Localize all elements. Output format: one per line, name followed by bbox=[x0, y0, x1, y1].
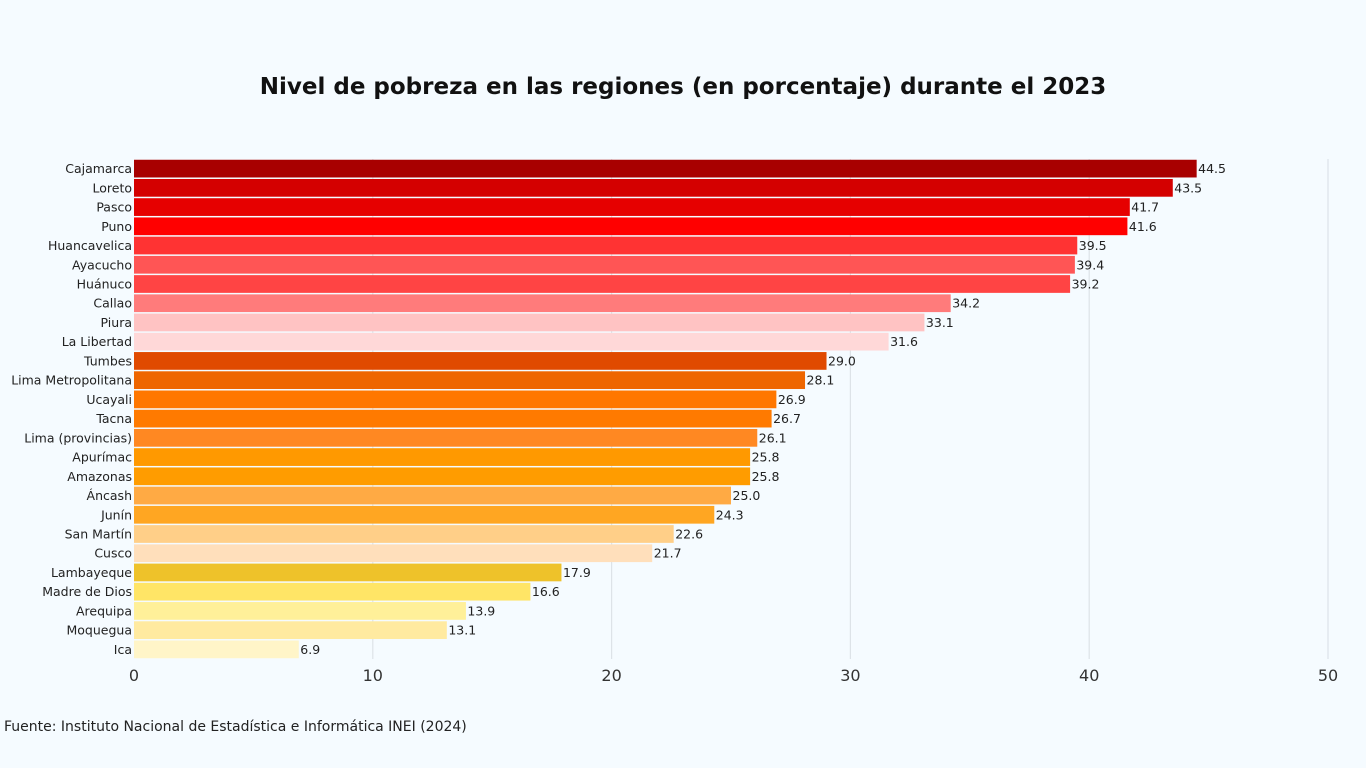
bar bbox=[134, 428, 758, 447]
category-label: Lambayeque bbox=[51, 565, 132, 580]
bar bbox=[134, 640, 299, 659]
data-label: 21.7 bbox=[654, 546, 682, 561]
data-label: 25.8 bbox=[752, 450, 780, 465]
chart-title: Nivel de pobreza en las regiones (en por… bbox=[259, 74, 1107, 100]
bar bbox=[134, 217, 1128, 236]
category-label: Ucayali bbox=[86, 392, 132, 407]
bar bbox=[134, 486, 731, 505]
category-label: Áncash bbox=[87, 488, 132, 503]
category-label: Lima Metropolitana bbox=[11, 373, 132, 388]
x-tick-label: 20 bbox=[601, 666, 621, 685]
category-label: Piura bbox=[101, 315, 132, 330]
x-tick-label: 10 bbox=[363, 666, 383, 685]
x-tick-label: 30 bbox=[840, 666, 860, 685]
category-label: Moquegua bbox=[67, 623, 133, 638]
category-label: Amazonas bbox=[67, 469, 132, 484]
data-label: 41.6 bbox=[1129, 219, 1157, 234]
data-label: 13.1 bbox=[448, 623, 476, 638]
data-label: 13.9 bbox=[467, 603, 495, 618]
bar bbox=[134, 563, 562, 582]
bar bbox=[134, 602, 466, 620]
category-label: La Libertad bbox=[62, 334, 132, 349]
data-label: 28.1 bbox=[807, 373, 835, 388]
category-label: Lima (provincias) bbox=[24, 430, 132, 445]
bar bbox=[134, 505, 715, 524]
data-label: 44.5 bbox=[1198, 161, 1226, 176]
x-tick-label: 0 bbox=[129, 666, 139, 685]
category-label: Junín bbox=[100, 507, 132, 522]
bar bbox=[134, 621, 447, 640]
bar bbox=[134, 159, 1197, 178]
bar bbox=[134, 409, 772, 428]
category-label: Arequipa bbox=[76, 603, 132, 618]
category-label: Apurímac bbox=[72, 450, 132, 465]
category-label: Pasco bbox=[96, 200, 132, 215]
data-label: 24.3 bbox=[716, 507, 744, 522]
x-tick-label: 40 bbox=[1079, 666, 1099, 685]
bar bbox=[134, 544, 653, 563]
data-label: 25.8 bbox=[752, 469, 780, 484]
bar bbox=[134, 313, 925, 332]
bar bbox=[134, 255, 1075, 274]
bar bbox=[134, 178, 1173, 197]
data-label: 26.1 bbox=[759, 430, 787, 445]
category-label: Cusco bbox=[94, 546, 132, 561]
data-label: 39.5 bbox=[1079, 238, 1107, 253]
category-label: Ica bbox=[114, 642, 132, 657]
bar bbox=[134, 198, 1130, 216]
bar bbox=[134, 236, 1078, 255]
data-label: 33.1 bbox=[926, 315, 954, 330]
bar bbox=[134, 525, 674, 543]
bar bbox=[134, 275, 1071, 293]
bar bbox=[134, 332, 889, 351]
bar bbox=[134, 582, 531, 601]
data-label: 26.7 bbox=[773, 411, 801, 426]
data-label: 41.7 bbox=[1131, 200, 1159, 215]
data-label: 25.0 bbox=[733, 488, 761, 503]
category-label: Ayacucho bbox=[72, 257, 132, 272]
category-label: Madre de Dios bbox=[42, 584, 132, 599]
data-label: 17.9 bbox=[563, 565, 591, 580]
data-label: 6.9 bbox=[300, 642, 320, 657]
bar bbox=[134, 467, 751, 486]
source-note: Fuente: Instituto Nacional de Estadístic… bbox=[4, 719, 467, 735]
bar bbox=[134, 294, 951, 313]
category-label: Callao bbox=[93, 296, 132, 311]
bar bbox=[134, 371, 806, 390]
bar bbox=[134, 448, 751, 466]
data-label: 16.6 bbox=[532, 584, 560, 599]
category-label: Huancavelica bbox=[48, 238, 132, 253]
bar bbox=[134, 390, 777, 409]
category-label: Puno bbox=[101, 219, 132, 234]
data-label: 31.6 bbox=[890, 334, 918, 349]
data-label: 39.4 bbox=[1076, 257, 1104, 272]
data-label: 39.2 bbox=[1072, 277, 1100, 292]
data-label: 34.2 bbox=[952, 296, 980, 311]
data-label: 22.6 bbox=[675, 527, 703, 542]
category-label: Cajamarca bbox=[65, 161, 132, 176]
bar bbox=[134, 352, 827, 370]
category-label: Tacna bbox=[95, 411, 132, 426]
data-label: 29.0 bbox=[828, 353, 856, 368]
data-label: 26.9 bbox=[778, 392, 806, 407]
category-label: Loreto bbox=[93, 180, 133, 195]
data-label: 43.5 bbox=[1174, 180, 1202, 195]
x-tick-label: 50 bbox=[1318, 666, 1338, 685]
category-label: Tumbes bbox=[83, 353, 132, 368]
category-label: San Martín bbox=[65, 527, 132, 542]
category-label: Huánuco bbox=[77, 277, 132, 292]
